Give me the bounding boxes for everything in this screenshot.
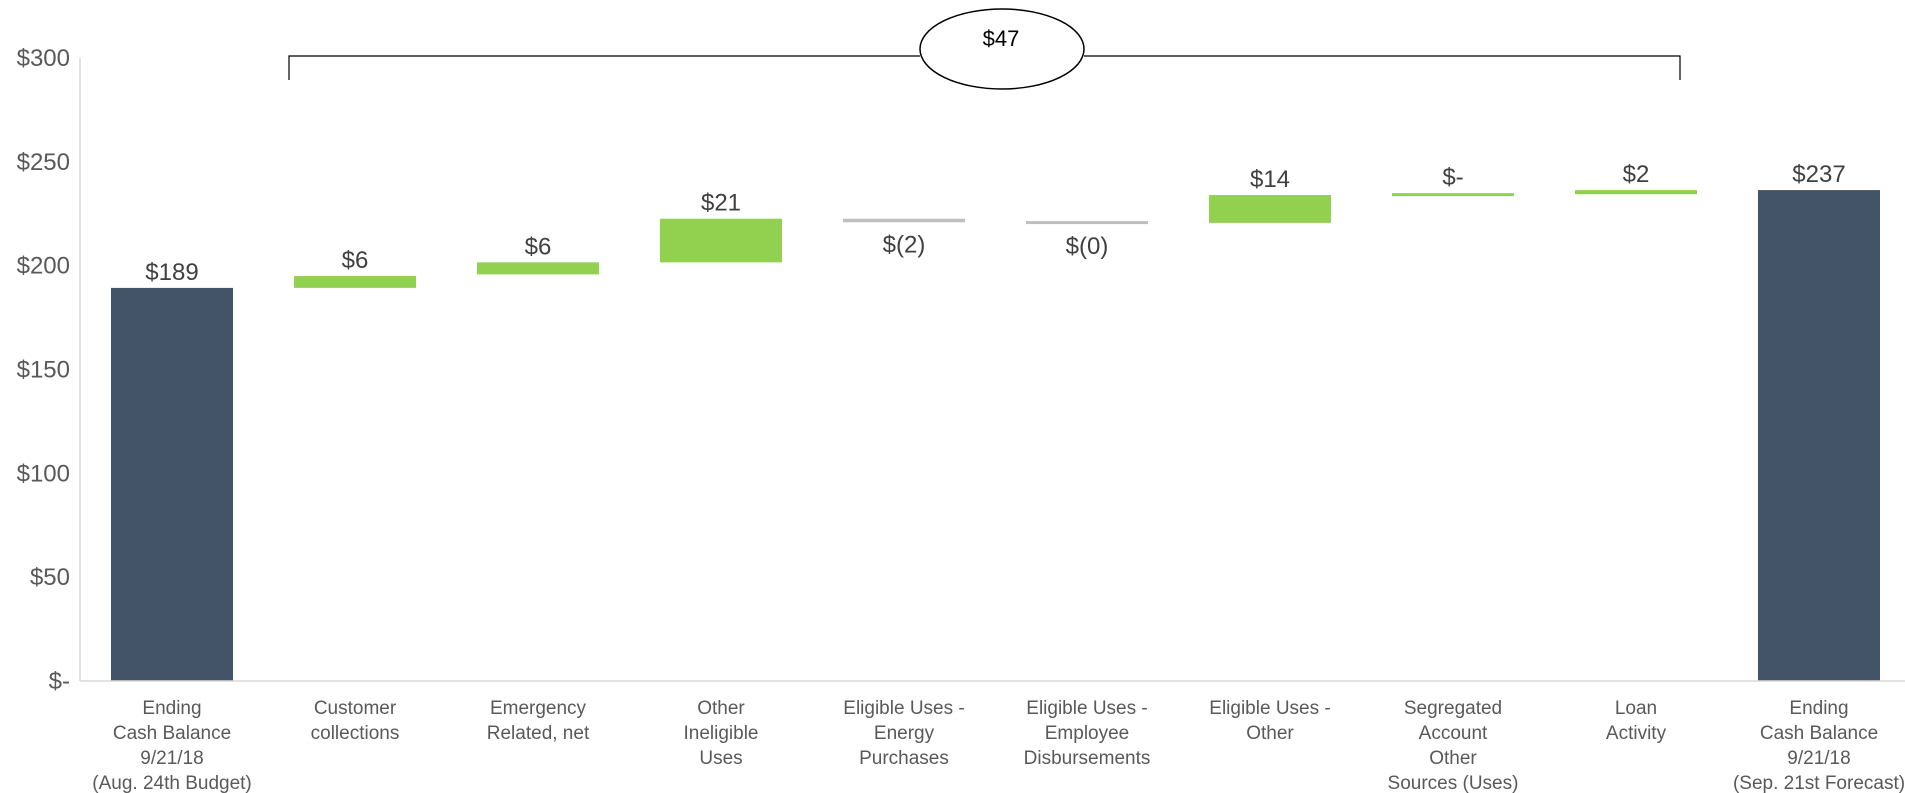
data-labels-group: $189 $6 $6 $21 $(2) $(0) $14 $- $2 $237 [145, 161, 1845, 286]
increase-bar [1209, 195, 1331, 223]
increase-bar [660, 218, 782, 263]
x-tick-label-line: (Aug. 24th Budget) [92, 773, 252, 793]
x-tick-label-line: Purchases [859, 748, 949, 769]
x-tick-label: Ending Cash Balance 9/21/18 (Aug. 24th Budg… [92, 698, 252, 793]
data-label: $6 [342, 247, 369, 274]
x-tick-label: Eligible Uses - Employee Disbursements [1024, 698, 1151, 769]
x-tick-label-line: Account [1419, 723, 1488, 744]
x-tick-label: Other Ineligible Uses [684, 698, 759, 769]
x-tick-label-line: Cash Balance [113, 723, 231, 744]
x-tick-label: Segregated Account Other Sources (Uses) [1388, 698, 1519, 793]
x-tick-label-line: Eligible Uses - [843, 698, 964, 719]
x-tick-label-line: Related, net [487, 723, 590, 744]
x-tick-label-line: 9/21/18 [1787, 748, 1850, 769]
x-tick-label: Eligible Uses - Other [1209, 698, 1330, 744]
x-tick-label-line: Customer [314, 698, 397, 719]
data-label: $(0) [1066, 233, 1109, 260]
total-bar [1758, 190, 1880, 682]
x-tick-label-line: Ending [1789, 698, 1848, 719]
y-tick-label: $150 [17, 357, 70, 384]
increase-bar [1575, 190, 1697, 195]
data-label: $189 [145, 259, 198, 286]
x-tick-label-line: Other [697, 698, 745, 719]
decrease-bar [843, 218, 965, 223]
data-label: $14 [1250, 166, 1290, 193]
y-tick-label: $200 [17, 253, 70, 280]
bars-group [111, 190, 1880, 682]
x-tick-label-line: Emergency [490, 698, 587, 719]
data-label: $- [1442, 164, 1463, 191]
x-tick-label: Loan Activity [1606, 698, 1667, 744]
x-tick-label-line: Employee [1045, 723, 1130, 744]
data-label: $(2) [883, 231, 926, 258]
x-tick-label-line: Ineligible [684, 723, 759, 744]
bracket-label: $47 [983, 26, 1020, 51]
y-tick-label: $100 [17, 460, 70, 487]
data-label: $21 [701, 190, 741, 217]
bracket-ellipse [919, 8, 1085, 90]
decrease-bar [1026, 221, 1148, 225]
x-tick-label-line: Segregated [1404, 698, 1502, 719]
x-tick-label-line: Eligible Uses - [1209, 698, 1330, 719]
x-tick-label-line: Cash Balance [1760, 723, 1878, 744]
x-tick-label-line: Energy [874, 723, 935, 744]
x-tick-label: Customer collections [311, 698, 400, 744]
x-tick-label-line: Uses [699, 748, 742, 769]
x-tick-label-line: Disbursements [1024, 748, 1151, 769]
y-axis: $- $50 $100 $150 $200 $250 $300 [17, 45, 81, 695]
x-axis: Ending Cash Balance 9/21/18 (Aug. 24th Budg… [80, 680, 1905, 793]
bracket-right-line [1084, 55, 1681, 80]
x-tick-label: Eligible Uses - Energy Purchases [843, 698, 964, 769]
y-tick-label: $50 [30, 564, 70, 591]
data-label: $237 [1792, 161, 1845, 188]
y-tick-label: $- [49, 668, 70, 695]
x-tick-label: Ending Cash Balance 9/21/18 (Sep. 21st Fore… [1733, 698, 1905, 793]
data-label: $6 [525, 233, 552, 260]
x-tick-label-line: Activity [1606, 723, 1667, 744]
increase-bar [1392, 193, 1514, 197]
bracket-left-line [288, 55, 920, 80]
x-tick-label-line: 9/21/18 [140, 748, 203, 769]
x-tick-label-line: (Sep. 21st Forecast) [1733, 773, 1905, 793]
y-tick-label: $300 [17, 45, 70, 72]
y-tick-label: $250 [17, 149, 70, 176]
x-tick-label-line: Sources (Uses) [1388, 773, 1519, 793]
x-tick-label-line: Other [1429, 748, 1477, 769]
x-tick-label-line: Ending [142, 698, 201, 719]
bracket-annotation: $47 [288, 8, 1681, 90]
data-label: $2 [1623, 161, 1650, 188]
increase-bar [294, 276, 416, 288]
total-bar [111, 287, 233, 681]
increase-bar [477, 262, 599, 275]
x-tick-label-line: Eligible Uses - [1026, 698, 1147, 719]
x-tick-label-line: collections [311, 723, 400, 744]
x-tick-label-line: Other [1246, 723, 1294, 744]
x-tick-label-line: Loan [1615, 698, 1657, 719]
x-tick-label: Emergency Related, net [487, 698, 590, 744]
